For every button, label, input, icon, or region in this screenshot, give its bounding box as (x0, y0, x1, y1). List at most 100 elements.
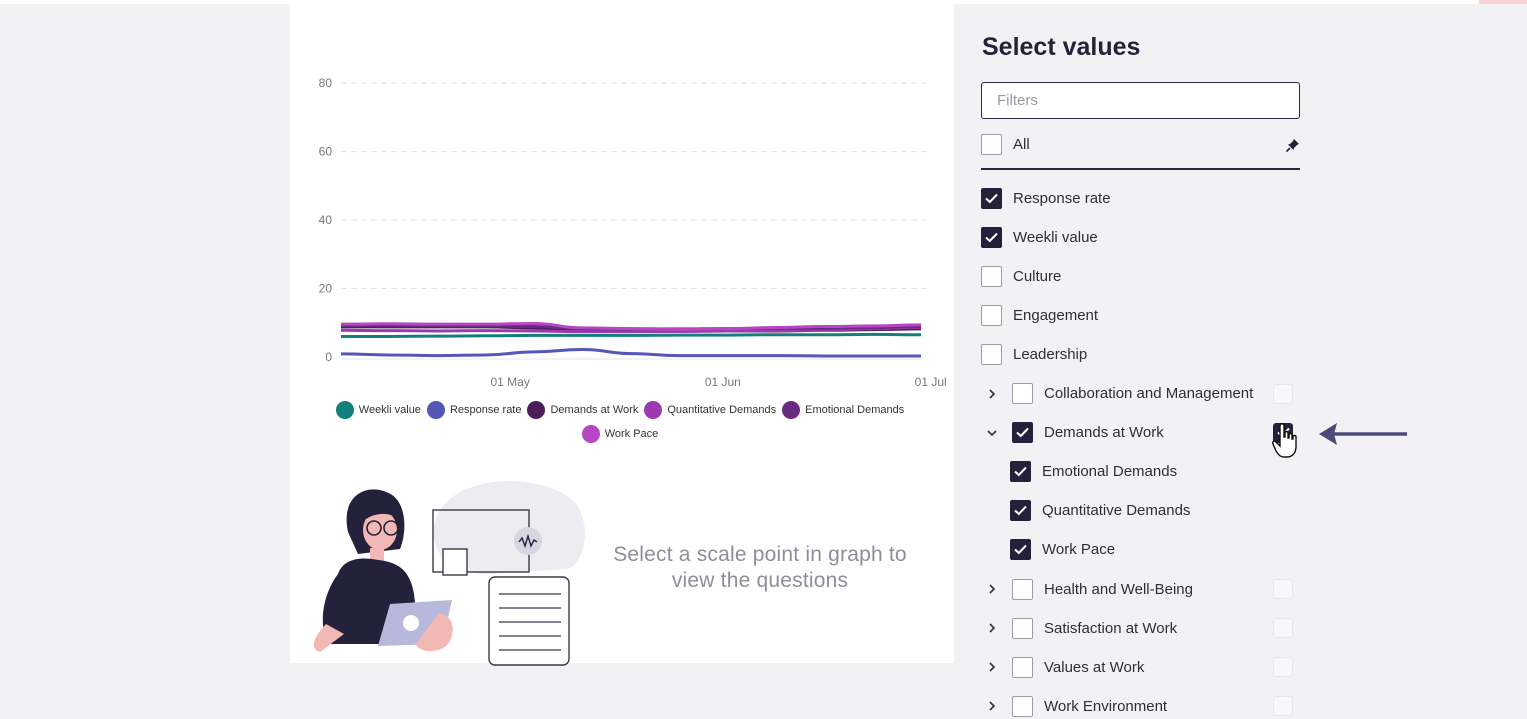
filters-input[interactable] (981, 82, 1300, 119)
value-checkbox[interactable] (1012, 422, 1033, 444)
legend-item[interactable]: Demands at Work (527, 400, 638, 420)
value-label: Demands at Work (1044, 424, 1164, 442)
legend-label: Demands at Work (550, 404, 639, 416)
value-checkbox[interactable] (1012, 695, 1033, 717)
value-row-emotional-demands[interactable]: Emotional Demands (1010, 460, 1177, 484)
legend-label: Response rate (449, 404, 522, 416)
value-checkbox[interactable] (981, 187, 1002, 209)
value-row-response-rate[interactable]: Response rate (981, 186, 1111, 210)
y-tick-label: 40 (319, 213, 333, 227)
legend-swatch (426, 401, 445, 419)
group-select-toggle[interactable] (1273, 618, 1293, 639)
value-label: Work Pace (1042, 541, 1116, 559)
panel-title: Select values (982, 33, 1141, 61)
legend-item[interactable]: Work Pace (581, 424, 659, 444)
legend-label: Work Pace (604, 428, 659, 440)
value-checkbox[interactable] (1012, 578, 1033, 600)
group-select-toggle[interactable] (1273, 579, 1293, 599)
value-row-quantitative-demands[interactable]: Quantitative Demands (1010, 499, 1190, 523)
value-row-health-and-well-being[interactable]: Health and Well-Being (1012, 577, 1193, 601)
value-checkbox[interactable] (1012, 656, 1033, 678)
pin-icon[interactable] (1285, 137, 1301, 153)
top-strip (0, 0, 1527, 4)
person-reading-illustration (313, 481, 585, 666)
legend-item[interactable]: Weekli value (335, 400, 421, 420)
group-select-toggle[interactable] (1273, 657, 1293, 678)
y-tick-label: 60 (319, 145, 333, 159)
x-tick-label: 01 Jun (705, 375, 741, 389)
arrow-left-icon (1319, 423, 1407, 445)
value-row-weekli-value[interactable]: Weekli value (981, 225, 1098, 249)
x-tick-label: 01 May (490, 375, 529, 389)
value-label: Satisfaction at Work (1044, 619, 1178, 637)
value-label: Values at Work (1044, 658, 1145, 676)
hint-line-2: view the questions (671, 569, 849, 592)
chart-card: 0 20 40 60 80 01 May 01 Jun 01 Jul Weekli value… (290, 4, 954, 666)
legend-swatch (782, 401, 801, 419)
legend-item[interactable]: Quantitative Demands (644, 400, 776, 420)
value-checkbox[interactable] (1012, 617, 1033, 639)
scale-point-hint: Select a scale point in graph to view th… (590, 542, 930, 594)
all-checkbox[interactable] (981, 133, 1002, 155)
value-label: Engagement (1013, 306, 1099, 324)
series-line-response-rate[interactable] (340, 347, 921, 358)
value-checkbox[interactable] (981, 343, 1002, 365)
value-row-work-pace[interactable]: Work Pace (1010, 538, 1115, 562)
legend-swatch (581, 425, 600, 443)
series-line-work-pace[interactable] (340, 321, 922, 331)
value-row-demands-at-work[interactable]: Demands at Work (1012, 421, 1164, 445)
chevron-right-icon[interactable] (985, 387, 999, 401)
legend-label: Quantitative Demands (667, 404, 777, 416)
legend-item[interactable]: Emotional Demands (782, 400, 904, 420)
legend-swatch (335, 401, 354, 419)
all-label: All (1013, 135, 1030, 153)
y-tick-label: 80 (319, 76, 333, 90)
group-select-toggle[interactable] (1273, 383, 1293, 404)
value-checkbox[interactable] (1012, 383, 1033, 404)
value-checkbox[interactable] (981, 226, 1002, 248)
all-divider (981, 168, 1300, 170)
value-label: Health and Well-Being (1044, 580, 1193, 598)
group-select-toggle[interactable] (1273, 696, 1293, 717)
value-label: Quantitative Demands (1042, 502, 1191, 520)
value-label: Leadership (1013, 345, 1088, 363)
select-values-panel: Select values All Response rate Weekli va… (955, 4, 1527, 719)
legend-swatch (527, 401, 546, 419)
all-row[interactable]: All (981, 132, 1030, 156)
legend-label: Weekli value (358, 404, 421, 416)
y-tick-label: 0 (325, 350, 332, 364)
value-checkbox[interactable] (981, 265, 1002, 287)
top-accent (1479, 0, 1527, 4)
chart-legend: Weekli value Response rate Demands at Work… (320, 400, 920, 444)
y-tick-label: 20 (319, 282, 333, 296)
value-label: Response rate (1013, 189, 1111, 207)
series-line-weekli-value[interactable] (341, 332, 922, 338)
chevron-right-icon[interactable] (985, 582, 999, 596)
value-row-satisfaction-at-work[interactable]: Satisfaction at Work (1012, 616, 1177, 640)
chevron-right-icon[interactable] (985, 699, 999, 713)
hand-cursor-icon (1272, 423, 1297, 458)
value-row-culture[interactable]: Culture (981, 264, 1061, 288)
value-row-collaboration-and-management[interactable]: Collaboration and Management (1012, 382, 1253, 406)
x-tick-label: 01 Jul (915, 375, 947, 389)
value-row-values-at-work[interactable]: Values at Work (1012, 655, 1144, 679)
value-checkbox[interactable] (1010, 500, 1031, 522)
legend-label: Emotional Demands (805, 404, 905, 416)
series-line-quantitative-demands[interactable] (340, 325, 922, 334)
line-chart[interactable]: 0 20 40 60 80 01 May 01 Jun 01 Jul (290, 4, 954, 404)
value-row-engagement[interactable]: Engagement (981, 303, 1098, 327)
value-checkbox[interactable] (1010, 461, 1031, 483)
chevron-right-icon[interactable] (985, 621, 999, 635)
value-label: Weekli value (1013, 228, 1098, 246)
value-row-work-environment[interactable]: Work Environment (1012, 694, 1167, 718)
value-checkbox[interactable] (981, 304, 1002, 326)
value-checkbox[interactable] (1010, 539, 1031, 561)
value-label: Work Environment (1044, 697, 1168, 715)
value-label: Collaboration and Management (1044, 385, 1254, 402)
legend-item[interactable]: Response rate (426, 400, 522, 420)
chevron-right-icon[interactable] (985, 660, 999, 674)
value-row-leadership[interactable]: Leadership (981, 342, 1087, 366)
value-label: Emotional Demands (1042, 463, 1178, 481)
chevron-down-icon[interactable] (985, 426, 999, 440)
value-label: Culture (1013, 267, 1062, 285)
